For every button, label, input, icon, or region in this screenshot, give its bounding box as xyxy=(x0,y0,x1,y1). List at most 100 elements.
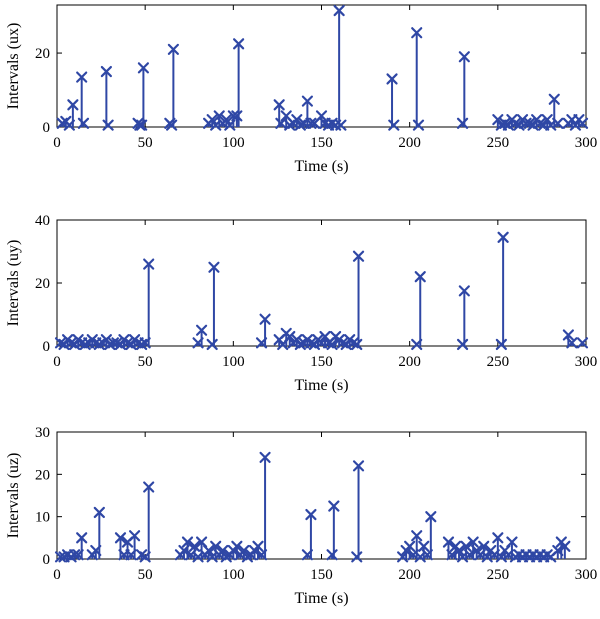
x-tick-label: 100 xyxy=(222,567,245,583)
y-axis-label: Intervals (ux) xyxy=(5,23,22,110)
data-point-marker xyxy=(233,38,245,50)
y-tick-label: 0 xyxy=(43,552,51,568)
data-point-marker xyxy=(388,119,400,131)
y-axis-label: Intervals (uz) xyxy=(5,453,22,539)
data-point-marker xyxy=(467,536,479,548)
plot-frame xyxy=(56,4,587,128)
data-point-marker xyxy=(231,540,243,552)
data-point-marker xyxy=(411,27,423,39)
data-point-marker xyxy=(442,536,455,548)
data-point-marker xyxy=(458,51,470,63)
data-point-marker xyxy=(181,536,194,548)
x-tick-label: 200 xyxy=(398,135,421,151)
x-tick-label: 50 xyxy=(138,135,153,151)
data-point-marker xyxy=(412,119,425,131)
data-point-marker xyxy=(328,500,340,512)
data-point-marker xyxy=(562,329,574,341)
data-point-marker xyxy=(411,530,423,542)
data-point-marker xyxy=(275,117,287,129)
data-point-marker xyxy=(478,540,490,552)
x-tick-label: 300 xyxy=(575,567,598,583)
data-point-marker xyxy=(566,337,578,349)
data-point-marker xyxy=(418,540,430,552)
data-point-marker xyxy=(188,540,201,552)
data-point-marker xyxy=(93,506,105,519)
data-point-marker xyxy=(492,114,504,126)
data-point-marker xyxy=(76,71,88,83)
data-point-marker xyxy=(326,549,338,561)
y-tick-label: 30 xyxy=(35,425,50,441)
chart-panel-1: 0 50 100 150 200 250 300 0 20 Time (s) Intervals (… xyxy=(5,4,598,175)
data-point-marker xyxy=(453,544,465,557)
data-point-marker xyxy=(217,544,229,557)
data-point-marker xyxy=(351,338,363,351)
data-point-marker xyxy=(548,93,560,105)
data-point-marker xyxy=(137,62,150,74)
data-point-marker xyxy=(576,117,589,129)
data-point-marker xyxy=(213,110,225,122)
data-point-marker xyxy=(284,330,296,343)
data-point-marker xyxy=(102,119,114,131)
x-tick-label: 0 xyxy=(53,354,61,370)
data-point-marker xyxy=(456,117,469,129)
data-point-marker xyxy=(67,99,79,111)
x-tick-label: 50 xyxy=(138,354,153,370)
data-point-marker xyxy=(495,338,507,351)
x-axis-label: Time (s) xyxy=(294,377,348,394)
data-point-marker xyxy=(136,119,148,131)
x-tick-label: 250 xyxy=(487,567,510,583)
x-tick-label: 100 xyxy=(222,354,245,370)
data-point-marker xyxy=(220,114,232,126)
data-point-marker xyxy=(195,324,208,336)
x-tick-label: 150 xyxy=(310,354,333,370)
data-point-marker xyxy=(414,271,426,283)
plot-frame xyxy=(56,431,587,560)
data-point-marker xyxy=(497,231,509,243)
chart-panel-3: 0 50 100 150 200 250 300 0 10 20 30 Time (s) Interva… xyxy=(5,425,597,607)
x-tick-label: 0 xyxy=(53,567,61,583)
data-point-marker xyxy=(208,261,220,273)
x-tick-label: 300 xyxy=(575,354,598,370)
data-point-marker xyxy=(460,540,472,552)
data-point-marker xyxy=(386,73,398,85)
y-tick-label: 20 xyxy=(35,46,50,62)
data-point-marker xyxy=(492,532,504,544)
x-tick-label: 150 xyxy=(310,135,333,151)
data-point-marker xyxy=(167,43,179,55)
data-point-marker xyxy=(352,460,365,472)
data-point-marker xyxy=(206,114,218,126)
x-tick-label: 50 xyxy=(138,567,153,583)
data-point-marker xyxy=(335,119,347,131)
y-tick-label: 20 xyxy=(35,276,50,292)
data-point-marker xyxy=(541,114,553,126)
data-point-marker xyxy=(238,544,250,557)
plot-frame xyxy=(56,219,587,347)
data-point-marker xyxy=(114,532,127,544)
x-tick-label: 0 xyxy=(53,135,61,151)
y-axis-label: Intervals (uy) xyxy=(5,240,22,327)
data-point-marker xyxy=(301,95,313,107)
data-point-marker xyxy=(259,451,271,463)
data-point-marker xyxy=(425,511,437,523)
y-tick-label: 40 xyxy=(35,213,50,229)
data-point-marker xyxy=(206,338,218,351)
y-tick-label: 10 xyxy=(35,510,50,526)
data-point-marker xyxy=(210,540,222,552)
data-point-marker xyxy=(559,540,571,552)
y-tick-label: 20 xyxy=(35,467,50,483)
data-point-marker xyxy=(76,532,88,544)
data-point-marker xyxy=(77,117,90,129)
data-point-marker xyxy=(291,114,303,126)
x-tick-label: 250 xyxy=(487,354,510,370)
x-tick-label: 300 xyxy=(575,135,598,151)
data-point-marker xyxy=(315,110,328,122)
data-point-marker xyxy=(576,337,589,349)
data-point-marker xyxy=(259,313,271,325)
data-point-marker xyxy=(128,530,141,542)
data-point-marker xyxy=(552,117,564,129)
chart-panel-2: 0 50 100 150 200 250 300 0 20 40 Time (s) Intervals… xyxy=(5,213,597,394)
data-point-marker xyxy=(333,4,345,17)
data-point-marker xyxy=(203,544,215,557)
x-tick-label: 200 xyxy=(398,567,421,583)
